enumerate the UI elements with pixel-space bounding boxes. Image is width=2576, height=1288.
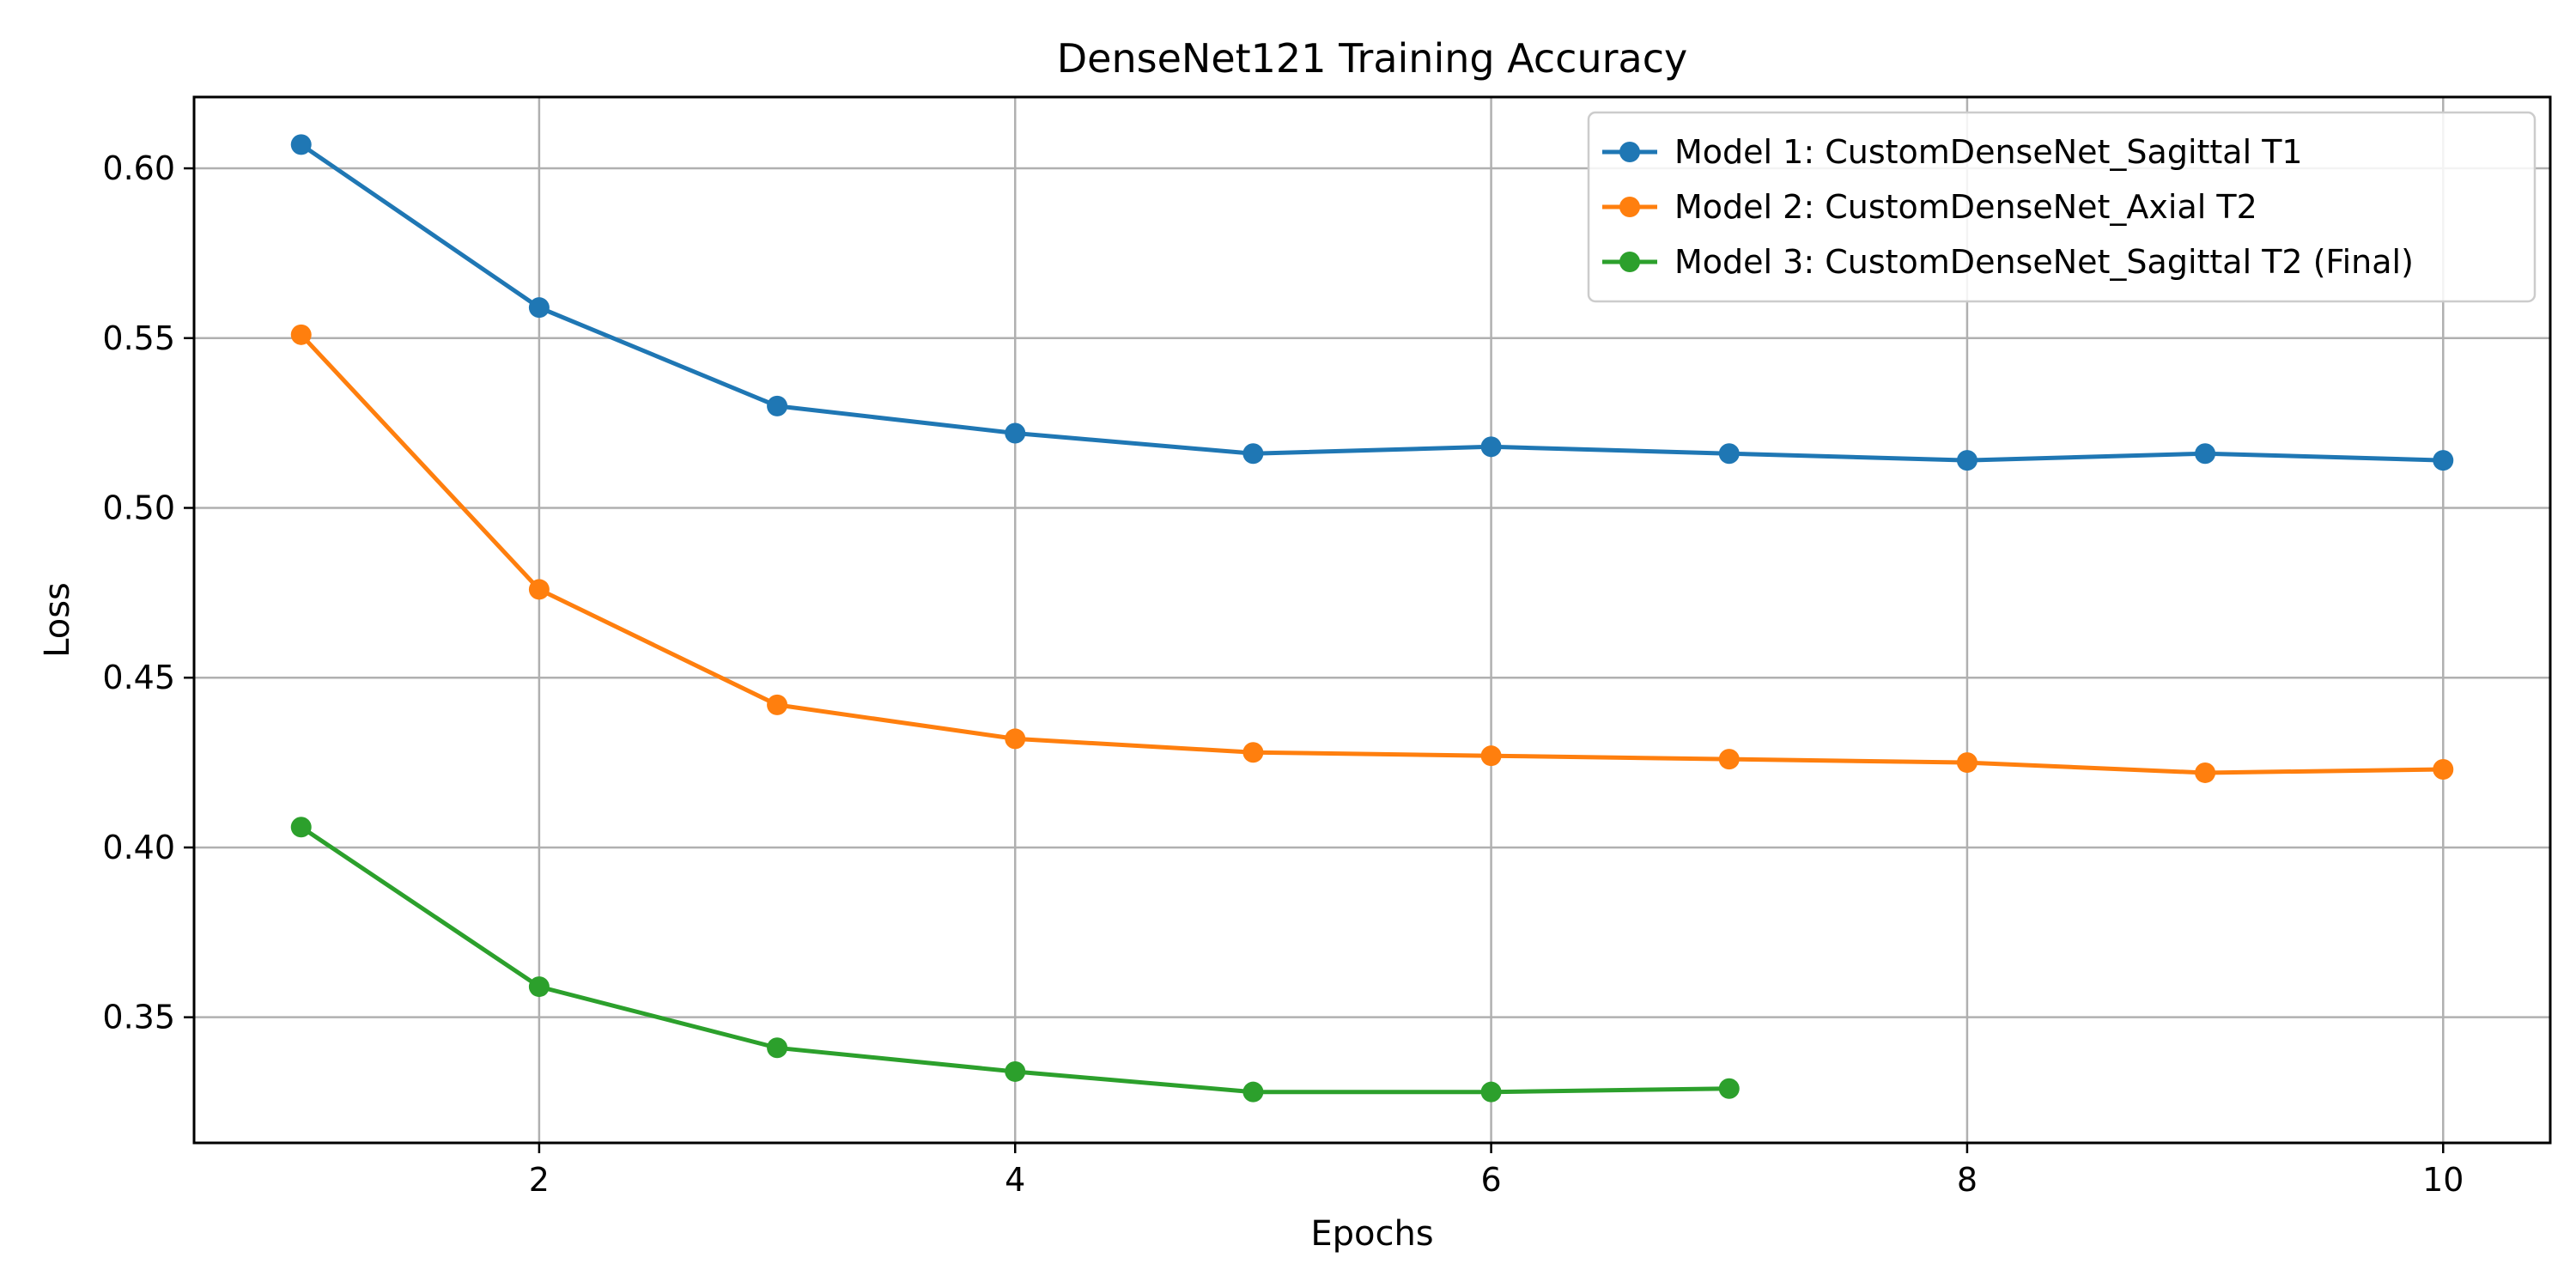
x-tick-label: 10 [2422,1161,2464,1199]
legend-swatch-marker [1619,252,1640,272]
series-1-point [1956,450,1978,471]
y-axis: 0.35 0.40 0.45 0.50 0.55 0.60 [102,149,194,1036]
series-1-point [1480,436,1502,458]
legend-box [1587,111,2537,303]
series-2-point [767,694,788,715]
series-3-point [528,976,550,998]
series-1-point [2433,450,2454,471]
series-1-point [767,395,788,416]
series-1-point [1005,422,1026,444]
legend-swatch-marker [1619,142,1640,162]
y-tick-label: 0.60 [102,149,175,187]
series-1-point [1242,443,1264,465]
legend-entry-label: Model 2: CustomDenseNet_Axial T2 [1674,188,2257,226]
plot-frame [192,95,2552,1145]
x-tick-label: 6 [1480,1161,1501,1199]
x-tick-label: 8 [1957,1161,1978,1199]
series-1-point [290,134,312,155]
y-tick-label: 0.50 [102,489,175,527]
legend: Model 1: CustomDenseNet_Sagittal T1 Model… [1587,111,2537,303]
y-tick-label: 0.35 [102,999,175,1036]
y-tick-label: 0.45 [102,659,175,696]
y-axis-label: Loss [38,582,77,658]
series-1-point [528,297,550,319]
series-2-line [299,332,2445,775]
y-tick-label: 0.40 [102,829,175,866]
series-2-point [1718,749,1740,770]
x-tick-label: 2 [529,1161,550,1199]
series-2-point [2433,759,2454,780]
series-1-point [1718,443,1740,465]
series-1-point [2195,443,2216,465]
series-2 [290,324,2454,783]
x-tick-label: 4 [1005,1161,1025,1199]
series-3-point [1242,1081,1264,1103]
x-axis-label: Epochs [1310,1214,1433,1254]
series-2-point [1480,745,1502,767]
series-2-point [528,579,550,600]
series-3-point [1480,1081,1502,1103]
series-2-point [290,324,312,345]
legend-entry-label: Model 3: CustomDenseNet_Sagittal T2 (Fin… [1674,243,2414,281]
legend-entry-label: Model 1: CustomDenseNet_Sagittal T1 [1674,133,2303,171]
series-2-point [1005,728,1026,750]
series-1 [290,134,2454,471]
legend-swatch-marker [1619,197,1640,217]
series-layer [290,134,2454,1103]
series-1-line [299,142,2445,463]
x-axis: 2 4 6 8 10 [529,1143,2464,1199]
series-3-point [767,1037,788,1059]
series-3-point [1718,1078,1740,1099]
series-2-point [1956,752,1978,774]
series-2-point [1242,742,1264,763]
series-2-point [2195,762,2216,783]
series-3 [290,817,1740,1103]
series-3-point [290,817,312,838]
series-3-point [1005,1060,1026,1082]
y-tick-label: 0.55 [102,319,175,357]
chart-title: DenseNet121 Training Accuracy [1057,35,1687,82]
